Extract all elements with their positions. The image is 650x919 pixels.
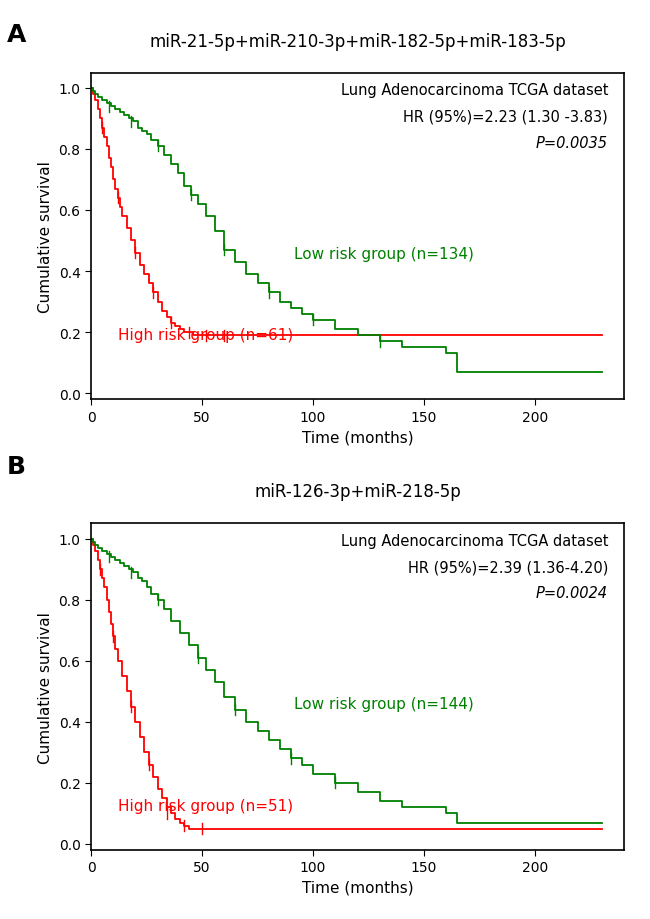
Text: A: A [6, 23, 26, 47]
X-axis label: Time (months): Time (months) [302, 880, 413, 895]
Text: P=0.0024: P=0.0024 [536, 585, 608, 601]
X-axis label: Time (months): Time (months) [302, 430, 413, 445]
Y-axis label: Cumulative survival: Cumulative survival [38, 611, 53, 763]
Text: miR-21-5p+miR-210-3p+miR-182-5p+miR-183-5p: miR-21-5p+miR-210-3p+miR-182-5p+miR-183-… [149, 32, 566, 51]
Text: HR (95%)=2.39 (1.36-4.20): HR (95%)=2.39 (1.36-4.20) [408, 560, 608, 574]
Text: Lung Adenocarcinoma TCGA dataset: Lung Adenocarcinoma TCGA dataset [341, 84, 608, 98]
Text: miR-126-3p+miR-218-5p: miR-126-3p+miR-218-5p [254, 482, 461, 501]
Text: Low risk group (n=134): Low risk group (n=134) [294, 246, 473, 261]
Text: High risk group (n=51): High risk group (n=51) [118, 798, 292, 813]
Text: P=0.0035: P=0.0035 [536, 135, 608, 151]
Text: Lung Adenocarcinoma TCGA dataset: Lung Adenocarcinoma TCGA dataset [341, 534, 608, 549]
Text: High risk group (n=61): High risk group (n=61) [118, 328, 293, 343]
Y-axis label: Cumulative survival: Cumulative survival [38, 161, 53, 312]
Text: B: B [6, 455, 25, 479]
Text: Low risk group (n=144): Low risk group (n=144) [294, 697, 473, 711]
Text: HR (95%)=2.23 (1.30 -3.83): HR (95%)=2.23 (1.30 -3.83) [403, 109, 608, 124]
